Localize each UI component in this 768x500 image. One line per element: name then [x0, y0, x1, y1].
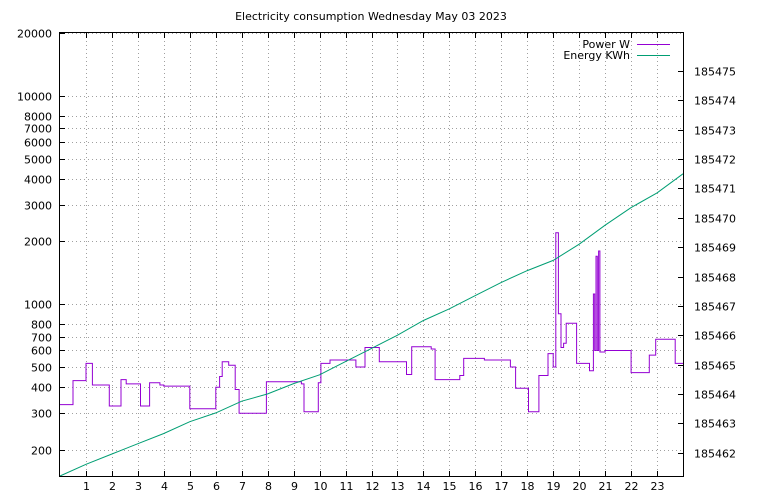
x-tick-label: 14 [417, 480, 431, 493]
plot-frame [59, 32, 684, 477]
x-tick-label: 21 [599, 480, 613, 493]
legend-label-energy: Energy KWh [563, 49, 630, 62]
y-left-tick-label: 400 [31, 382, 52, 395]
x-tick-label: 2 [109, 480, 116, 493]
chart-title: Electricity consumption Wednesday May 03… [235, 10, 507, 23]
x-tick-label: 6 [213, 480, 220, 493]
y-right-tick-label: 185467 [694, 301, 736, 314]
legend-label-power: Power W [582, 38, 630, 51]
x-tick-label: 9 [291, 480, 298, 493]
x-tick-label: 1 [83, 480, 90, 493]
legend: Power W Energy KWh [563, 38, 670, 62]
y-right-tick-label: 185470 [694, 213, 736, 226]
y-right-tick-label: 185466 [694, 330, 736, 343]
x-tick-label: 20 [573, 480, 587, 493]
y-right-tick-label: 185464 [694, 389, 736, 402]
x-tick-label: 23 [651, 480, 665, 493]
y-right-tick-label: 185475 [694, 66, 736, 79]
y-right-tick-label: 185473 [694, 125, 736, 138]
y-left-tick-label: 5000 [24, 154, 52, 167]
y-left-tick-label: 20000 [17, 28, 52, 41]
series-layer [59, 173, 684, 477]
x-tick-label: 17 [495, 480, 509, 493]
y-right-tick-label: 185462 [694, 448, 736, 461]
x-tick-label: 10 [314, 480, 328, 493]
y-right-tick-label: 185472 [694, 154, 736, 167]
x-tick-label: 22 [625, 480, 639, 493]
x-tick-label: 5 [187, 480, 194, 493]
x-tick-label: 4 [161, 480, 168, 493]
x-tick-label: 13 [391, 480, 405, 493]
x-tick-label: 11 [340, 480, 354, 493]
energy-series-line [59, 173, 684, 477]
y-left-tick-label: 200 [31, 445, 52, 458]
y-left-tick-label: 2000 [24, 236, 52, 249]
x-tick-label: 12 [366, 480, 380, 493]
power-series-line [60, 232, 683, 414]
y-right-tick-label: 185468 [694, 272, 736, 285]
y-left-tick-label: 600 [31, 345, 52, 358]
y-left-tick-label: 800 [31, 319, 52, 332]
y-left-tick-label: 8000 [24, 111, 52, 124]
y-right-tick-label: 185463 [694, 418, 736, 431]
x-tick-label: 16 [469, 480, 483, 493]
x-tick-label: 8 [265, 480, 272, 493]
x-tick-label: 15 [443, 480, 457, 493]
y-right-tick-label: 185465 [694, 360, 736, 373]
y-left-tick-label: 1000 [24, 299, 52, 312]
y-right-tick-label: 185471 [694, 183, 736, 196]
tick-layer: 1 2 3 4 5 6 7 8 9 10 11 12 13 14 15 16 17 18 19 20 21 22 23200… [17, 28, 736, 494]
x-tick-label: 18 [521, 480, 535, 493]
grid-layer [60, 33, 683, 476]
y-right-tick-label: 185469 [694, 242, 736, 255]
y-right-tick-label: 185474 [694, 95, 736, 108]
x-tick-label: 3 [135, 480, 142, 493]
y-left-tick-label: 6000 [24, 137, 52, 150]
x-tick-label: 19 [547, 480, 561, 493]
y-left-tick-label: 4000 [24, 174, 52, 187]
y-left-tick-label: 3000 [24, 200, 52, 213]
y-left-tick-label: 700 [31, 332, 52, 345]
y-left-tick-label: 10000 [17, 91, 52, 104]
y-left-tick-label: 500 [31, 362, 52, 375]
x-tick-label: 7 [239, 480, 246, 493]
y-left-tick-label: 300 [31, 408, 52, 421]
y-left-tick-label: 7000 [24, 123, 52, 136]
